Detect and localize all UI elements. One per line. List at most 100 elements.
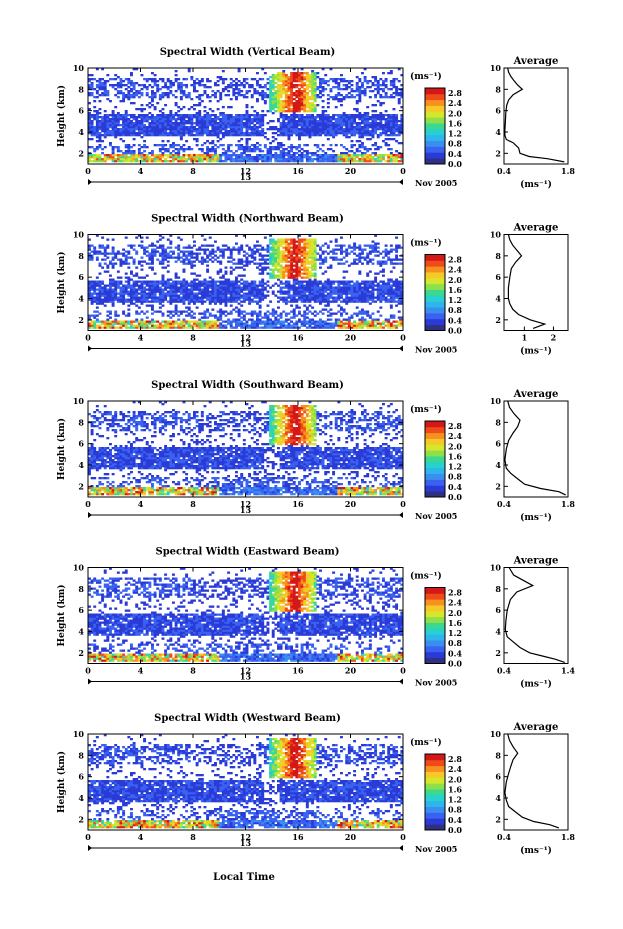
heatmap-cell xyxy=(279,134,283,137)
heatmap-cell xyxy=(277,102,280,105)
heatmap-cell xyxy=(253,150,257,153)
heatmap-cell xyxy=(282,296,286,299)
heatmap-cell xyxy=(182,282,186,285)
heatmap-cell xyxy=(172,322,175,325)
heatmap-cell xyxy=(290,92,294,95)
heatmap-cell xyxy=(261,266,265,269)
heatmap-cell xyxy=(361,158,364,161)
heatmap-cell xyxy=(164,292,168,295)
heatmap-cell xyxy=(235,276,238,279)
heatmap-cell xyxy=(237,260,241,263)
heatmap-cell xyxy=(172,252,175,255)
heatmap-cell xyxy=(143,144,147,147)
heatmap-cell xyxy=(277,262,280,265)
heatmap-cell xyxy=(326,120,330,123)
heatmap-cell xyxy=(114,298,118,301)
heatmap-cell xyxy=(153,248,157,251)
heatmap-cell xyxy=(368,158,372,161)
heatmap-cell xyxy=(116,300,120,303)
heatmap-cell xyxy=(237,158,241,161)
heatmap-cell xyxy=(153,252,157,255)
colorbar-tick-label: 0.4 xyxy=(448,149,462,159)
heatmap-cell xyxy=(145,322,149,325)
heatmap-cell xyxy=(292,154,296,157)
heatmap-cell xyxy=(379,158,383,161)
heatmap-cell xyxy=(319,92,322,95)
heatmap-cell xyxy=(271,312,275,315)
heatmap-cell xyxy=(279,126,283,129)
heatmap-cell xyxy=(269,126,273,129)
heatmap-cell xyxy=(245,326,249,329)
heatmap-cell xyxy=(206,118,210,121)
heatmap-cell xyxy=(235,96,238,99)
heatmap-cell xyxy=(282,120,286,123)
heatmap-cell xyxy=(193,298,196,301)
heatmap-cell xyxy=(232,298,236,301)
heatmap-cell xyxy=(295,266,299,269)
heatmap-cell xyxy=(311,126,315,129)
heatmap-cell xyxy=(219,132,223,135)
heatmap-cell xyxy=(151,80,154,83)
heatmap-cell xyxy=(290,98,294,101)
heatmap-cell xyxy=(101,116,105,119)
heatmap-cell xyxy=(200,312,204,315)
heatmap-cell xyxy=(232,300,236,303)
heatmap-cell xyxy=(250,120,254,123)
heatmap-cell xyxy=(137,298,141,301)
heatmap-cell xyxy=(240,130,244,133)
heatmap-cell xyxy=(101,92,105,95)
heatmap-cell xyxy=(185,258,189,261)
heatmap-cell xyxy=(371,120,375,123)
heatmap-cell xyxy=(321,100,325,103)
heatmap-cell xyxy=(287,326,291,329)
heatmap-cell xyxy=(158,114,162,117)
heatmap-cell xyxy=(161,140,165,143)
heatmap-cell xyxy=(174,276,178,279)
heatmap-cell xyxy=(256,248,259,251)
heatmap-cell xyxy=(256,146,259,149)
heatmap-cell xyxy=(374,94,378,97)
heatmap-cell xyxy=(389,114,393,117)
avg-x-tick-label: 0.4 xyxy=(497,166,511,176)
heatmap-cell xyxy=(240,94,244,97)
heatmap-cell xyxy=(151,98,154,101)
heatmap-cell xyxy=(156,296,160,299)
heatmap-cell xyxy=(400,120,404,123)
heatmap-cell xyxy=(235,82,238,85)
heatmap-cell xyxy=(368,134,372,137)
heatmap-cell xyxy=(216,84,220,87)
heatmap-cell xyxy=(143,150,147,153)
heatmap-cell xyxy=(245,160,249,163)
heatmap-cell xyxy=(221,120,225,123)
heatmap-cell xyxy=(179,312,183,315)
heatmap-cell xyxy=(287,94,291,97)
heatmap-cell xyxy=(277,86,280,89)
heatmap-cell xyxy=(179,326,183,329)
heatmap-cell xyxy=(250,312,254,315)
heatmap-cell xyxy=(161,282,165,285)
heatmap-cell xyxy=(111,114,115,117)
heatmap-cell xyxy=(240,90,244,93)
heatmap-cell xyxy=(368,80,372,83)
heatmap-cell xyxy=(287,84,291,87)
heatmap-cell xyxy=(245,130,249,133)
x-tick-label: 0 xyxy=(400,166,406,176)
heatmap-cell xyxy=(287,110,291,113)
heatmap-cell xyxy=(319,80,322,83)
heatmap-cell xyxy=(203,288,207,291)
heatmap-cell xyxy=(256,284,259,287)
heatmap-cell xyxy=(109,292,112,295)
heatmap-cell xyxy=(227,248,231,251)
heatmap-cell xyxy=(245,280,249,283)
heatmap-cell xyxy=(166,134,170,137)
heatmap-cell xyxy=(395,134,399,137)
heatmap-cell xyxy=(158,160,162,163)
heatmap-cell xyxy=(316,96,320,99)
heatmap-cell xyxy=(266,82,270,85)
heatmap-cell xyxy=(211,90,215,93)
heatmap-cell xyxy=(337,86,341,89)
heatmap-cell xyxy=(177,288,181,291)
heatmap-cell xyxy=(190,294,194,297)
heatmap-cell xyxy=(169,316,173,319)
heatmap-cell xyxy=(290,116,294,119)
